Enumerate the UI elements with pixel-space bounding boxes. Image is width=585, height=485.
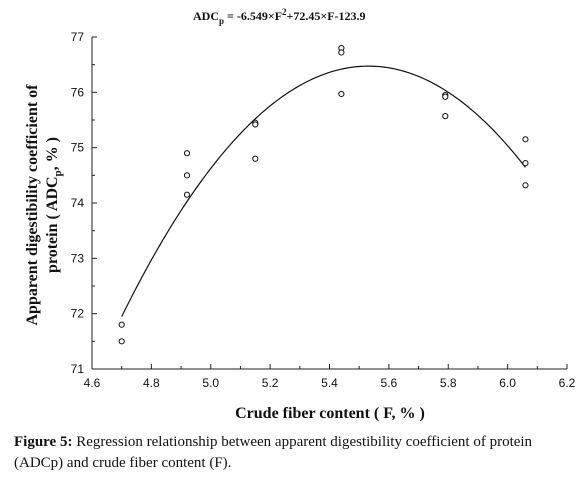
data-point (442, 93, 449, 100)
x-tick-label: 4.6 (84, 376, 101, 390)
x-tick-label: 4.8 (143, 376, 160, 390)
y-tick-label: 71 (71, 362, 85, 376)
data-point (252, 155, 259, 162)
x-tick-label: 6.0 (499, 376, 516, 390)
y-axis-label-line1: Apparent digestibility coefficient of (24, 84, 41, 326)
data-point (522, 160, 529, 167)
y-axis-label-line2: protein ( ADCp, % ) (44, 137, 64, 273)
x-tick-label: 5.6 (381, 376, 398, 390)
data-point (183, 191, 191, 198)
data-point (338, 49, 345, 56)
y-tick-label: 72 (71, 307, 85, 321)
data-points (118, 44, 529, 345)
data-point (183, 172, 191, 179)
x-axis-ticks: 4.6 4.8 5.0 5.2 5.4 5.6 5.8 6.0 6.2 (84, 364, 576, 390)
y-tick-label: 76 (71, 85, 85, 99)
x-axis-label: Crude fiber content ( F, % ) (235, 405, 425, 422)
data-point (522, 136, 529, 143)
x-tick-label: 6.2 (559, 376, 576, 390)
data-point (338, 90, 345, 98)
data-point (252, 121, 259, 128)
x-tick-label: 5.0 (202, 376, 219, 390)
data-point (442, 113, 449, 120)
x-tick-label: 5.4 (321, 376, 338, 390)
y-tick-label: 77 (71, 30, 85, 44)
x-tick-label: 5.2 (262, 376, 279, 390)
y-axis-label: Apparent digestibility coefficient of pr… (24, 84, 64, 326)
figure-caption-text: Regression relationship between apparent… (14, 434, 533, 471)
regression-curve (121, 65, 526, 317)
regression-curve-group (121, 65, 526, 317)
y-tick-label: 75 (71, 141, 85, 155)
axes-frame (91, 37, 567, 370)
data-point (118, 338, 125, 345)
data-point (522, 182, 529, 189)
y-tick-label: 74 (71, 196, 85, 210)
figure-caption: Figure 5: Regression relationship betwee… (14, 432, 579, 474)
data-point (118, 321, 125, 328)
regression-chart: ADCp = -6.549×F2+72.45×F-123.9 Apparent … (24, 7, 576, 422)
y-axis-ticks: 71 72 73 74 75 76 77 (71, 30, 97, 376)
x-tick-label: 5.8 (440, 376, 457, 390)
data-point (183, 150, 191, 157)
chart-equation: ADCp = -6.549×F2+72.45×F-123.9 (193, 7, 366, 26)
y-tick-label: 73 (71, 251, 85, 265)
figure-caption-label: Figure 5: (14, 434, 73, 450)
